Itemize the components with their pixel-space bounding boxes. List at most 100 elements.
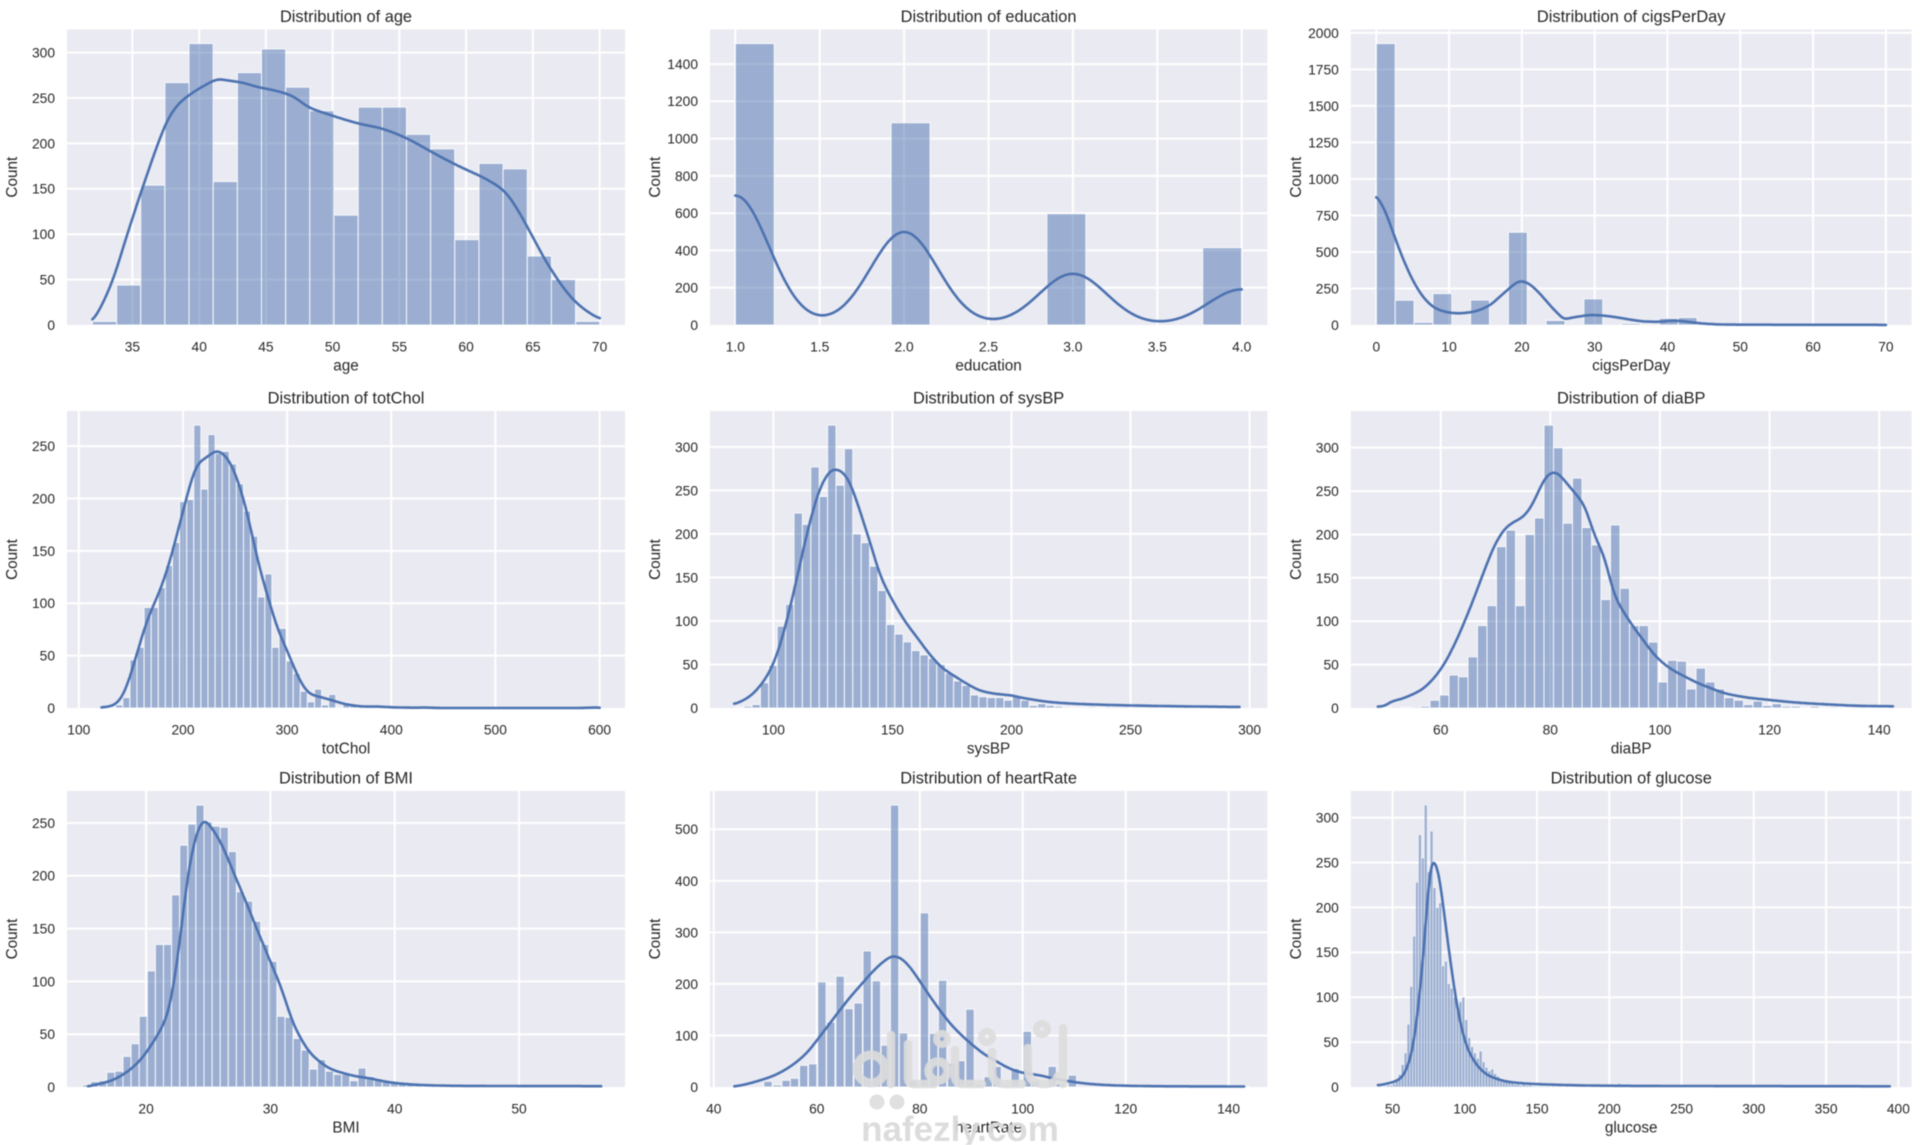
svg-text:200: 200 (1316, 900, 1339, 915)
svg-text:1.0: 1.0 (726, 340, 746, 355)
svg-text:Distribution of sysBP: Distribution of sysBP (913, 390, 1064, 408)
svg-text:50: 50 (511, 1102, 527, 1117)
svg-text:300: 300 (1316, 811, 1339, 826)
svg-text:150: 150 (1316, 945, 1339, 960)
svg-text:150: 150 (675, 570, 698, 585)
svg-text:2.5: 2.5 (979, 340, 999, 355)
svg-text:2.0: 2.0 (895, 340, 915, 355)
svg-text:300: 300 (1316, 441, 1339, 456)
svg-text:0: 0 (47, 1080, 55, 1095)
svg-text:diaBP: diaBP (1611, 741, 1652, 758)
svg-text:50: 50 (40, 273, 56, 288)
svg-text:65: 65 (525, 340, 541, 355)
svg-text:100: 100 (675, 1028, 698, 1043)
svg-text:1750: 1750 (1308, 62, 1339, 77)
svg-text:Distribution of age: Distribution of age (280, 8, 412, 26)
svg-text:100: 100 (67, 723, 90, 738)
svg-text:4.0: 4.0 (1232, 340, 1252, 355)
svg-text:40: 40 (706, 1102, 722, 1117)
svg-text:300: 300 (1742, 1102, 1765, 1117)
svg-text:30: 30 (263, 1102, 279, 1117)
svg-text:glucose: glucose (1605, 1120, 1658, 1137)
svg-text:nafezly.com: nafezly.com (861, 1110, 1059, 1145)
svg-text:500: 500 (675, 822, 698, 837)
svg-text:100: 100 (1011, 1102, 1034, 1117)
svg-text:150: 150 (32, 182, 55, 197)
svg-text:Distribution of cigsPerDay: Distribution of cigsPerDay (1537, 8, 1726, 26)
svg-text:40: 40 (192, 340, 208, 355)
svg-text:200: 200 (1000, 723, 1023, 738)
svg-text:300: 300 (276, 723, 299, 738)
svg-text:cigsPerDay: cigsPerDay (1592, 358, 1671, 375)
svg-text:150: 150 (32, 544, 55, 559)
svg-text:Distribution of diaBP: Distribution of diaBP (1557, 390, 1706, 408)
svg-text:10: 10 (1441, 340, 1457, 355)
svg-text:Count: Count (647, 538, 664, 580)
svg-text:140: 140 (1868, 723, 1891, 738)
svg-text:200: 200 (675, 281, 698, 296)
svg-text:50: 50 (683, 657, 699, 672)
svg-text:heartRate: heartRate (955, 1120, 1022, 1137)
svg-text:500: 500 (484, 723, 507, 738)
svg-text:150: 150 (1316, 571, 1339, 586)
svg-text:400: 400 (1887, 1102, 1910, 1117)
svg-text:Count: Count (4, 538, 21, 580)
svg-text:70: 70 (592, 340, 608, 355)
svg-text:0: 0 (690, 1080, 698, 1095)
svg-text:200: 200 (32, 869, 55, 884)
svg-text:3.0: 3.0 (1063, 340, 1083, 355)
svg-text:Count: Count (647, 156, 664, 198)
svg-text:0: 0 (47, 701, 55, 716)
svg-text:200: 200 (675, 527, 698, 542)
svg-text:60: 60 (1805, 340, 1821, 355)
svg-text:400: 400 (675, 243, 698, 258)
svg-text:Count: Count (1288, 156, 1305, 198)
svg-text:50: 50 (1323, 658, 1339, 673)
svg-text:Distribution of totChol: Distribution of totChol (268, 390, 425, 408)
svg-text:0: 0 (47, 318, 55, 333)
svg-text:35: 35 (125, 340, 141, 355)
svg-text:800: 800 (675, 169, 698, 184)
svg-text:300: 300 (32, 46, 55, 61)
svg-text:50: 50 (1323, 1035, 1339, 1050)
svg-text:100: 100 (762, 723, 785, 738)
svg-text:100: 100 (1316, 614, 1339, 629)
svg-text:80: 80 (1543, 723, 1559, 738)
svg-text:1500: 1500 (1308, 99, 1339, 114)
svg-text:60: 60 (1433, 723, 1449, 738)
svg-text:200: 200 (1316, 527, 1339, 542)
svg-text:60: 60 (458, 340, 474, 355)
svg-text:100: 100 (1316, 990, 1339, 1005)
svg-text:Count: Count (1288, 918, 1305, 960)
svg-text:55: 55 (392, 340, 408, 355)
svg-text:200: 200 (171, 723, 194, 738)
svg-text:500: 500 (1316, 245, 1339, 260)
svg-text:150: 150 (1525, 1102, 1548, 1117)
svg-text:750: 750 (1316, 208, 1339, 223)
svg-text:250: 250 (1316, 484, 1339, 499)
svg-text:Count: Count (647, 918, 664, 960)
svg-text:BMI: BMI (332, 1120, 359, 1137)
svg-text:education: education (955, 358, 1021, 375)
svg-text:20: 20 (138, 1102, 154, 1117)
svg-text:150: 150 (32, 922, 55, 937)
svg-text:100: 100 (32, 227, 55, 242)
svg-text:100: 100 (1453, 1102, 1476, 1117)
svg-text:Distribution of glucose: Distribution of glucose (1551, 770, 1712, 788)
svg-text:250: 250 (1316, 856, 1339, 871)
svg-text:120: 120 (1114, 1102, 1137, 1117)
svg-text:1.5: 1.5 (810, 340, 830, 355)
svg-text:50: 50 (325, 340, 341, 355)
svg-text:400: 400 (380, 723, 403, 738)
svg-text:20: 20 (1514, 340, 1530, 355)
svg-text:80: 80 (912, 1102, 928, 1117)
svg-text:1000: 1000 (667, 132, 698, 147)
svg-text:60: 60 (809, 1102, 825, 1117)
svg-text:250: 250 (675, 483, 698, 498)
svg-text:350: 350 (1815, 1102, 1838, 1117)
svg-text:0: 0 (1331, 318, 1339, 333)
svg-text:250: 250 (32, 91, 55, 106)
svg-text:1000: 1000 (1308, 172, 1339, 187)
svg-text:100: 100 (675, 614, 698, 629)
svg-text:50: 50 (40, 1027, 56, 1042)
